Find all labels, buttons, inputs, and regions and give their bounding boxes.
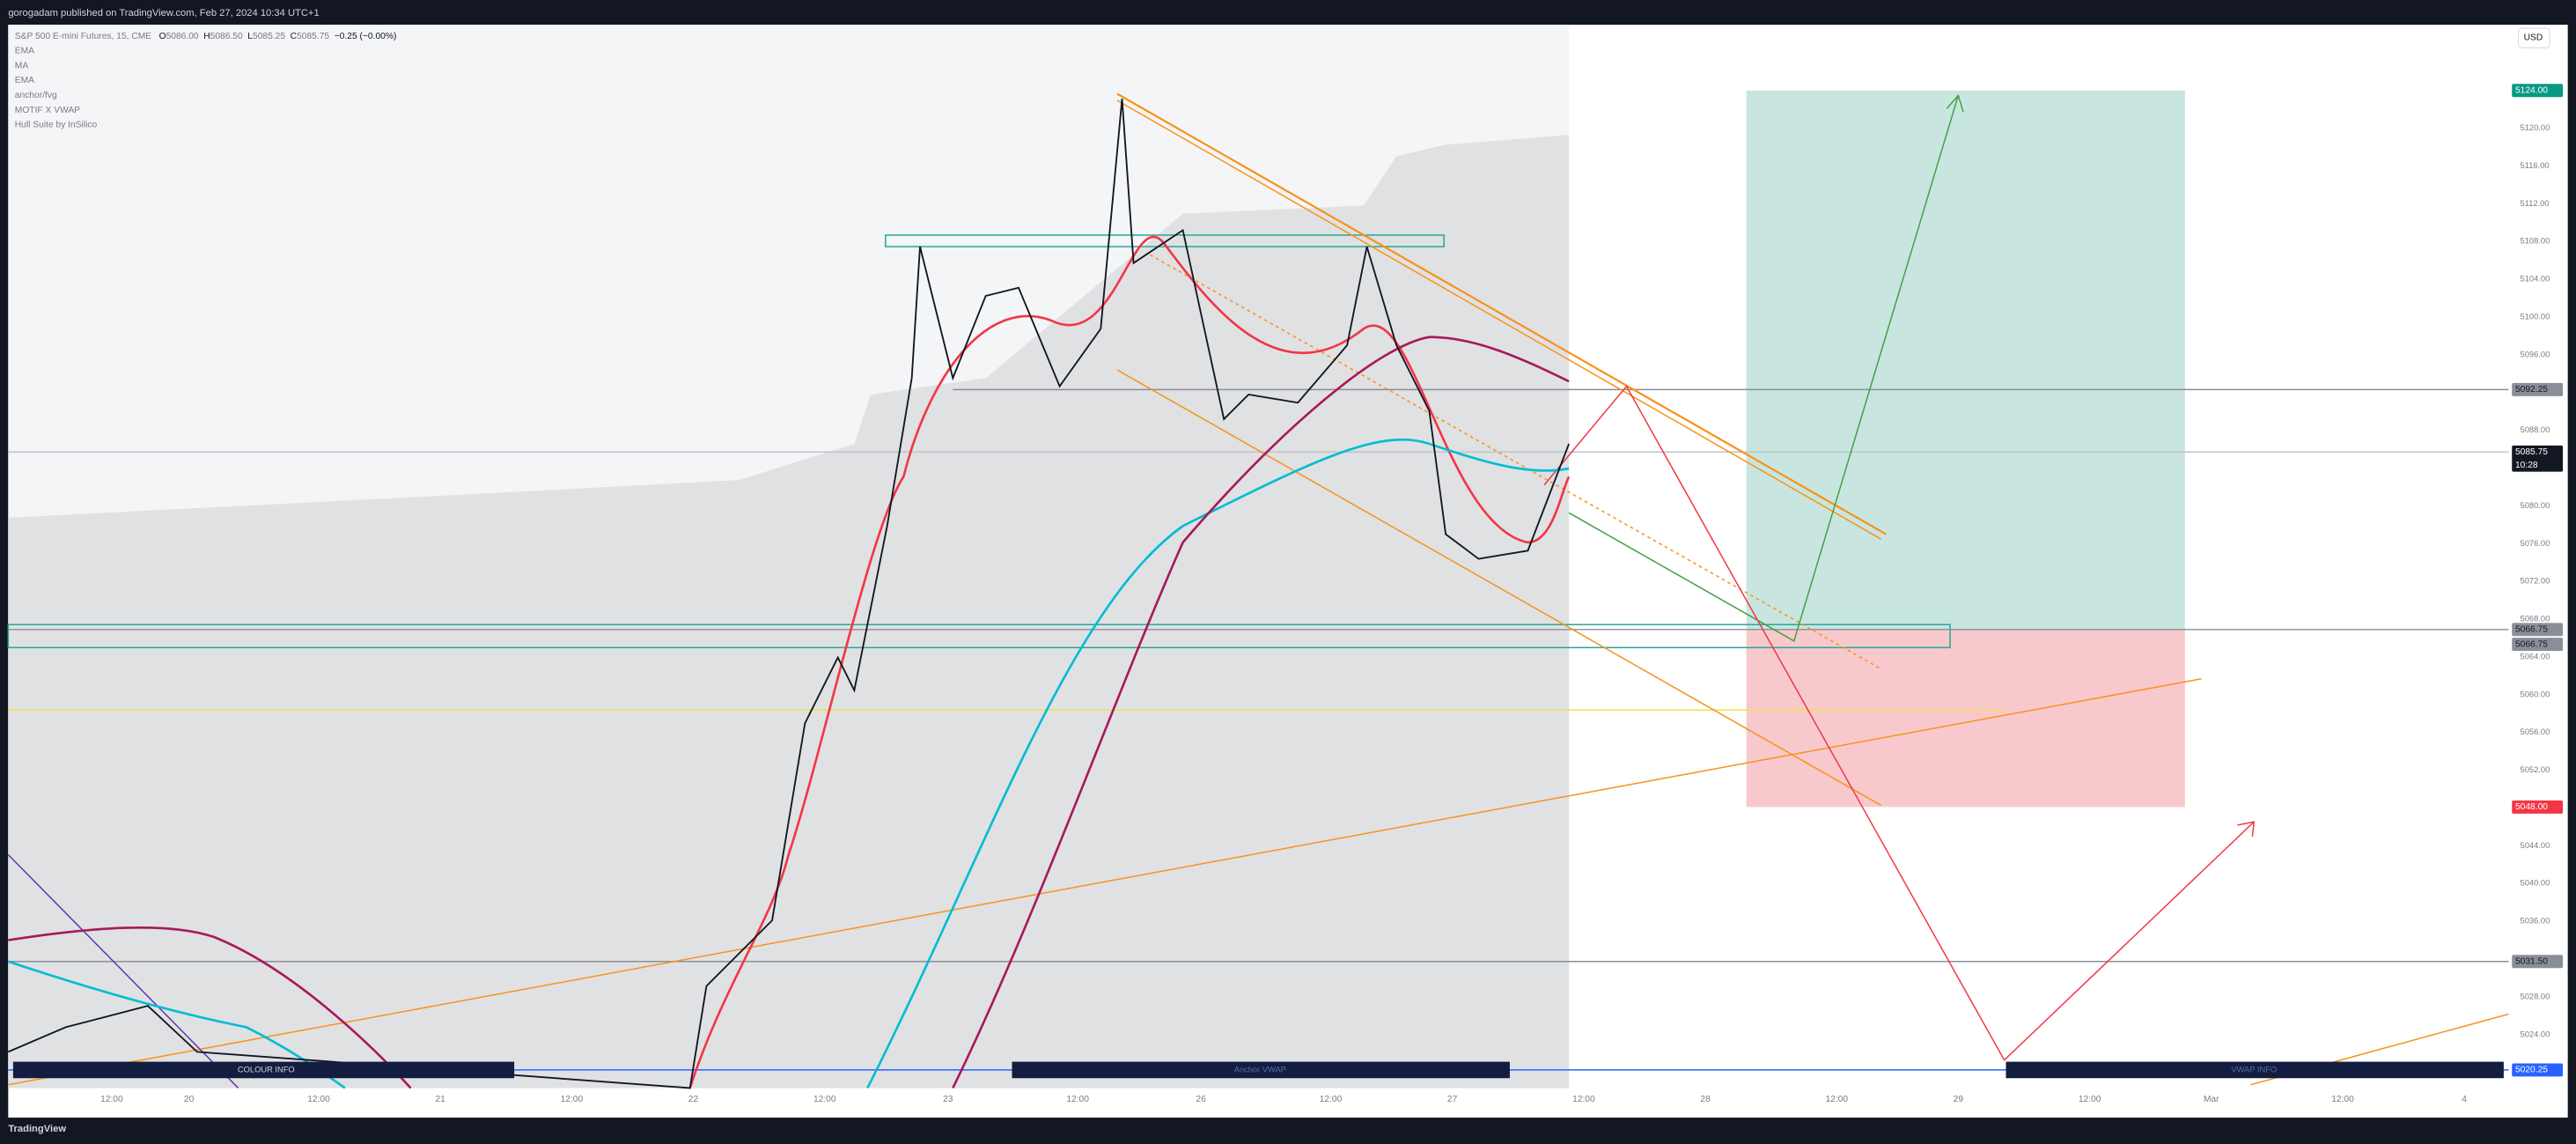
symbol: S&P 500 E-mini Futures, 15, CME: [15, 32, 151, 41]
info-box: [2006, 1061, 2504, 1079]
long-stop: [1746, 629, 2185, 808]
legend: S&P 500 E-mini Futures, 15, CME O5086.00…: [15, 32, 397, 41]
header-title: gorogadam published on TradingView.com, …: [8, 8, 319, 18]
time-tick: 28: [1700, 1095, 1711, 1104]
box-label: VWAP INFO: [2231, 1065, 2277, 1074]
indicator: EMA: [15, 76, 34, 85]
price-label-bg: [2512, 84, 2564, 98]
ohlc: O: [159, 32, 166, 41]
time-tick: 12:00: [2079, 1095, 2101, 1104]
time-tick: 29: [1954, 1095, 1964, 1104]
price-label-bg: [2512, 1063, 2564, 1077]
volume-profile: [8, 135, 1570, 1089]
time-tick: 12:00: [100, 1095, 123, 1104]
price-tick: 5104.00: [2521, 275, 2550, 284]
ohlc: C: [291, 32, 298, 41]
indicator: Hull Suite by InSilico: [15, 121, 98, 130]
price-tick: 5040.00: [2521, 879, 2550, 888]
time-tick: 26: [1196, 1095, 1206, 1104]
price-label: 5066.75: [2515, 625, 2548, 635]
price-tick: 5052.00: [2521, 765, 2550, 774]
currency-button[interactable]: [2518, 27, 2550, 48]
price-label-bg: [2512, 445, 2564, 472]
ohlc: 5085.25: [253, 32, 285, 41]
price-label: 5085.75: [2515, 447, 2548, 457]
price-tick: 5076.00: [2521, 539, 2550, 548]
price-tick: 5044.00: [2521, 841, 2550, 850]
price-tick: 5028.00: [2521, 992, 2550, 1000]
info-box: [1012, 1061, 1510, 1079]
indicator: EMA: [15, 47, 34, 56]
price-tick: 5064.00: [2521, 652, 2550, 661]
price-tick: 5036.00: [2521, 917, 2550, 926]
price-label-bg: [2512, 800, 2564, 814]
price-tick: 5072.00: [2521, 577, 2550, 586]
box-label: COLOUR INFO: [238, 1065, 295, 1074]
time-tick: 4: [2462, 1095, 2467, 1104]
price-label-bg: [2512, 638, 2564, 652]
price-tick: 5068.00: [2521, 615, 2550, 624]
time-tick: 20: [184, 1095, 195, 1104]
long-target: [1746, 90, 2185, 630]
price-tick: 5056.00: [2521, 727, 2550, 736]
price-label-bg: [2512, 955, 2564, 969]
time-tick: 12:00: [1320, 1095, 1343, 1104]
price-tick: 5060.00: [2521, 690, 2550, 698]
price-tick: 5108.00: [2521, 237, 2550, 246]
indicator: MOTIF X VWAP: [15, 106, 80, 115]
price-label-sub: 10:28: [2515, 461, 2538, 470]
time-tick: 12:00: [1572, 1095, 1595, 1104]
time-tick: Mar: [2204, 1095, 2219, 1104]
price-label: 5066.75: [2515, 639, 2548, 649]
time-tick: 12:00: [1825, 1095, 1848, 1104]
price-tick: 5112.00: [2521, 199, 2550, 208]
price-tick: 5024.00: [2521, 1030, 2550, 1038]
price-tick: 5120.00: [2521, 123, 2550, 132]
price-label-bg: [2512, 623, 2564, 637]
time-tick: 12:00: [1066, 1095, 1089, 1104]
ohlc: H: [203, 32, 210, 41]
price-label: 5048.00: [2515, 802, 2548, 812]
ohlc: 5086.50: [210, 32, 243, 41]
ohlc: L: [247, 32, 253, 41]
time-tick: 21: [435, 1095, 445, 1104]
time-tick: 27: [1447, 1095, 1458, 1104]
price-tick: 5096.00: [2521, 350, 2550, 358]
box-label: Anchor VWAP: [1234, 1065, 1286, 1074]
price-label: 5020.25: [2515, 1066, 2548, 1075]
time-tick: 23: [943, 1095, 953, 1104]
time-tick: 22: [688, 1095, 699, 1104]
footer-brand: TradingView: [8, 1124, 66, 1134]
time-tick: 12:00: [813, 1095, 836, 1104]
ohlc: 5086.00: [166, 32, 199, 41]
price-label-bg: [2512, 382, 2564, 396]
indicator: anchor/fvg: [15, 91, 57, 100]
price-label: 5124.00: [2515, 85, 2548, 95]
info-box: [12, 1061, 515, 1079]
price-tick: 5100.00: [2521, 313, 2550, 321]
time-tick: 12:00: [2331, 1095, 2354, 1104]
ohlc: −0.25 (−0.00%): [335, 32, 397, 41]
time-tick: 12:00: [307, 1095, 330, 1104]
price-label: 5031.50: [2515, 956, 2548, 966]
currency[interactable]: USD: [2524, 33, 2543, 43]
price-tick: 5080.00: [2521, 501, 2550, 510]
time-tick: 12:00: [561, 1095, 584, 1104]
ohlc: 5085.75: [297, 32, 329, 41]
indicator: MA: [15, 61, 29, 70]
price-tick: 5116.00: [2521, 161, 2550, 170]
price-label: 5092.25: [2515, 385, 2548, 395]
price-tick: 5088.00: [2521, 425, 2550, 434]
